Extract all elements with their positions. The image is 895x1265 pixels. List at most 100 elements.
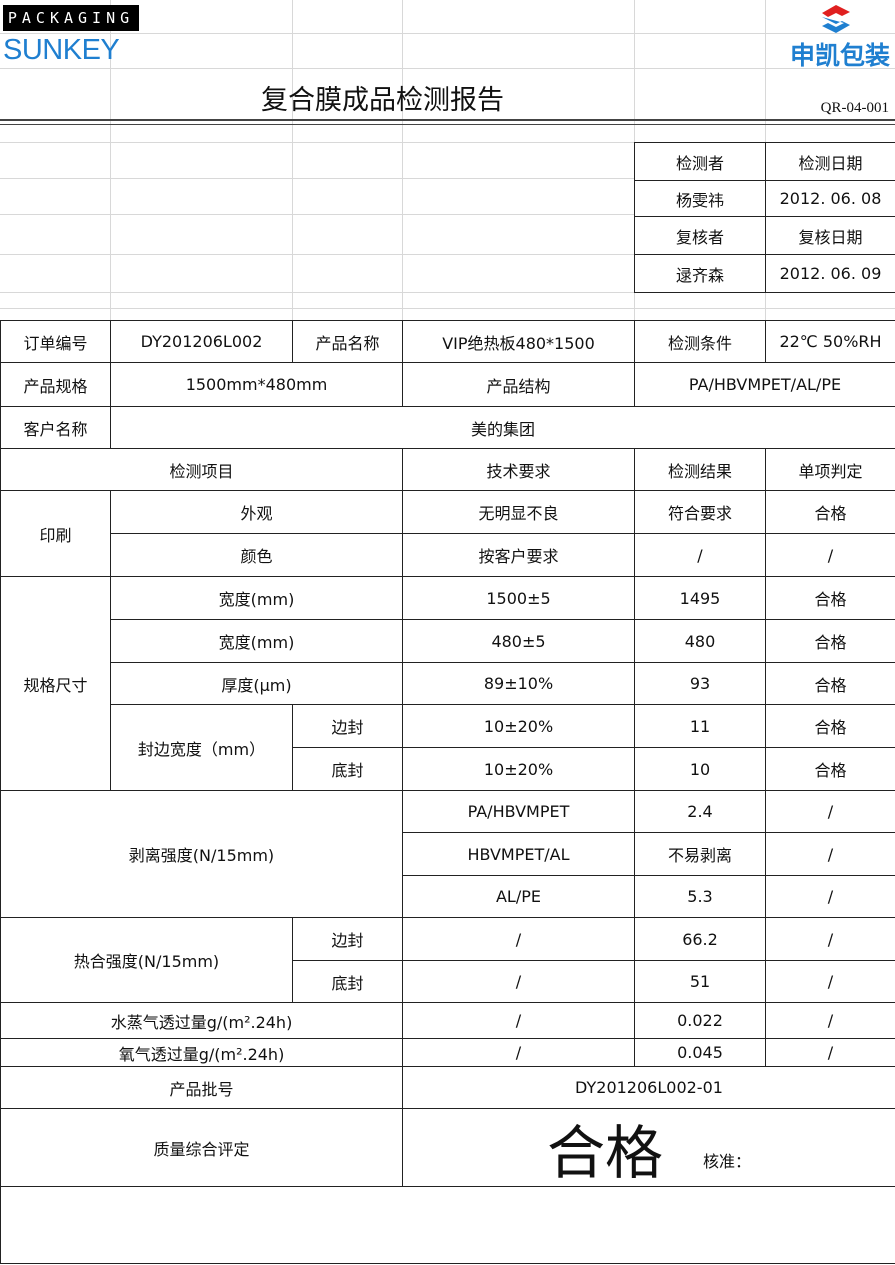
row-requirement: AL/PE [402, 875, 635, 918]
row-requirement: / [402, 1002, 635, 1039]
batch-number: DY201206L002-01 [402, 1066, 895, 1109]
row-result: 1495 [634, 576, 766, 620]
row-requirement: / [402, 917, 635, 961]
group-heat-seal: 热合强度(N/15mm) [0, 917, 293, 1003]
approve-label: 核准： [703, 1152, 752, 1171]
inspect-date-label: 检测日期 [765, 142, 895, 181]
row-result: 11 [634, 704, 766, 748]
gridline [0, 178, 895, 179]
row-result: 2.4 [634, 790, 766, 833]
row-result: 66.2 [634, 917, 766, 961]
row-judgement: / [765, 875, 895, 918]
gridline [0, 308, 895, 309]
review-date-label: 复核日期 [765, 216, 895, 255]
spec-label: 产品规格 [0, 362, 111, 407]
row-item: 边封 [292, 704, 403, 748]
gridline [110, 0, 111, 320]
row-judgement: / [765, 1002, 895, 1039]
reviewer-label: 复核者 [634, 216, 766, 255]
row-requirement: / [402, 960, 635, 1003]
row-requirement: 按客户要求 [402, 533, 635, 577]
row-result: 不易剥离 [634, 832, 766, 876]
row-item: 边封 [292, 917, 403, 961]
row-requirement: 89±10% [402, 662, 635, 705]
row-result: 93 [634, 662, 766, 705]
inspect-date: 2012. 06. 08 [765, 180, 895, 217]
batch-label: 产品批号 [0, 1066, 403, 1109]
order-no: DY201206L002 [110, 320, 293, 363]
overall-label: 质量综合评定 [0, 1108, 403, 1187]
gridline [0, 142, 895, 143]
gridline [0, 33, 895, 34]
row-judgement: / [765, 832, 895, 876]
structure-label: 产品结构 [402, 362, 635, 407]
row-item: 宽度(mm) [110, 576, 403, 620]
row-judgement: 合格 [765, 490, 895, 534]
row-item: 厚度(μm) [110, 662, 403, 705]
order-no-label: 订单编号 [0, 320, 111, 363]
row-requirement: 480±5 [402, 619, 635, 663]
row-result: 10 [634, 747, 766, 791]
blank-area [0, 1186, 895, 1264]
overall-verdict: 合格 [546, 1118, 663, 1187]
row-result: 51 [634, 960, 766, 1003]
page-title: 复合膜成品检测报告 [261, 85, 504, 116]
logo-packaging: PACKAGING [3, 5, 139, 31]
gridline [0, 292, 895, 293]
gridline [0, 254, 895, 255]
gridline [402, 0, 403, 320]
row-judgement: / [765, 917, 895, 961]
row-item: 底封 [292, 747, 403, 791]
row-requirement: 1500±5 [402, 576, 635, 620]
row-judgement: 合格 [765, 747, 895, 791]
group-size: 规格尺寸 [0, 576, 111, 791]
column-header-item: 检测项目 [0, 448, 403, 491]
customer-label: 客户名称 [0, 406, 111, 449]
row-result: 0.022 [634, 1002, 766, 1039]
row-requirement: 10±20% [402, 747, 635, 791]
logo-sunkey: SUNKEY [3, 34, 120, 66]
row-requirement: 10±20% [402, 704, 635, 748]
review-date: 2012. 06. 09 [765, 254, 895, 293]
condition-label: 检测条件 [634, 320, 766, 363]
product-name: VIP绝热板480*1500 [402, 320, 635, 363]
group-printing: 印刷 [0, 490, 111, 577]
row-judgement: / [765, 533, 895, 577]
logo-chinese: 申凯包装 [789, 41, 890, 70]
row-judgement: / [765, 1038, 895, 1067]
row-result: 5.3 [634, 875, 766, 918]
customer: 美的集团 [110, 406, 895, 449]
column-header-result: 检测结果 [634, 448, 766, 491]
row-item: 底封 [292, 960, 403, 1003]
row-result: 符合要求 [634, 490, 766, 534]
row-judgement: 合格 [765, 662, 895, 705]
row-judgement: / [765, 790, 895, 833]
row-result: 0.045 [634, 1038, 766, 1067]
gridline [292, 0, 293, 320]
spec: 1500mm*480mm [110, 362, 403, 407]
row-requirement: PA/HBVMPET [402, 790, 635, 833]
row-item: 氧气透过量g/(m².24h) [0, 1038, 403, 1067]
column-header-judgement: 单项判定 [765, 448, 895, 491]
row-item: 外观 [110, 490, 403, 534]
condition: 22℃ 50%RH [765, 320, 895, 363]
title-divider [0, 119, 895, 125]
row-item: 水蒸气透过量g/(m².24h) [0, 1002, 403, 1039]
group-peel-strength: 剥离强度(N/15mm) [0, 790, 403, 918]
sunkey-s-logo-icon [822, 5, 850, 33]
inspector-label: 检测者 [634, 142, 766, 181]
row-result: / [634, 533, 766, 577]
overall-result: 合格 核准： [402, 1108, 895, 1187]
gridline [0, 214, 895, 215]
row-item: 宽度(mm) [110, 619, 403, 663]
product-name-label: 产品名称 [292, 320, 403, 363]
row-judgement: 合格 [765, 576, 895, 620]
inspector-name: 杨雯祎 [634, 180, 766, 217]
row-result: 480 [634, 619, 766, 663]
column-header-requirement: 技术要求 [402, 448, 635, 491]
row-judgement: 合格 [765, 704, 895, 748]
row-judgement: 合格 [765, 619, 895, 663]
structure: PA/HBVMPET/AL/PE [634, 362, 895, 407]
row-judgement: / [765, 960, 895, 1003]
